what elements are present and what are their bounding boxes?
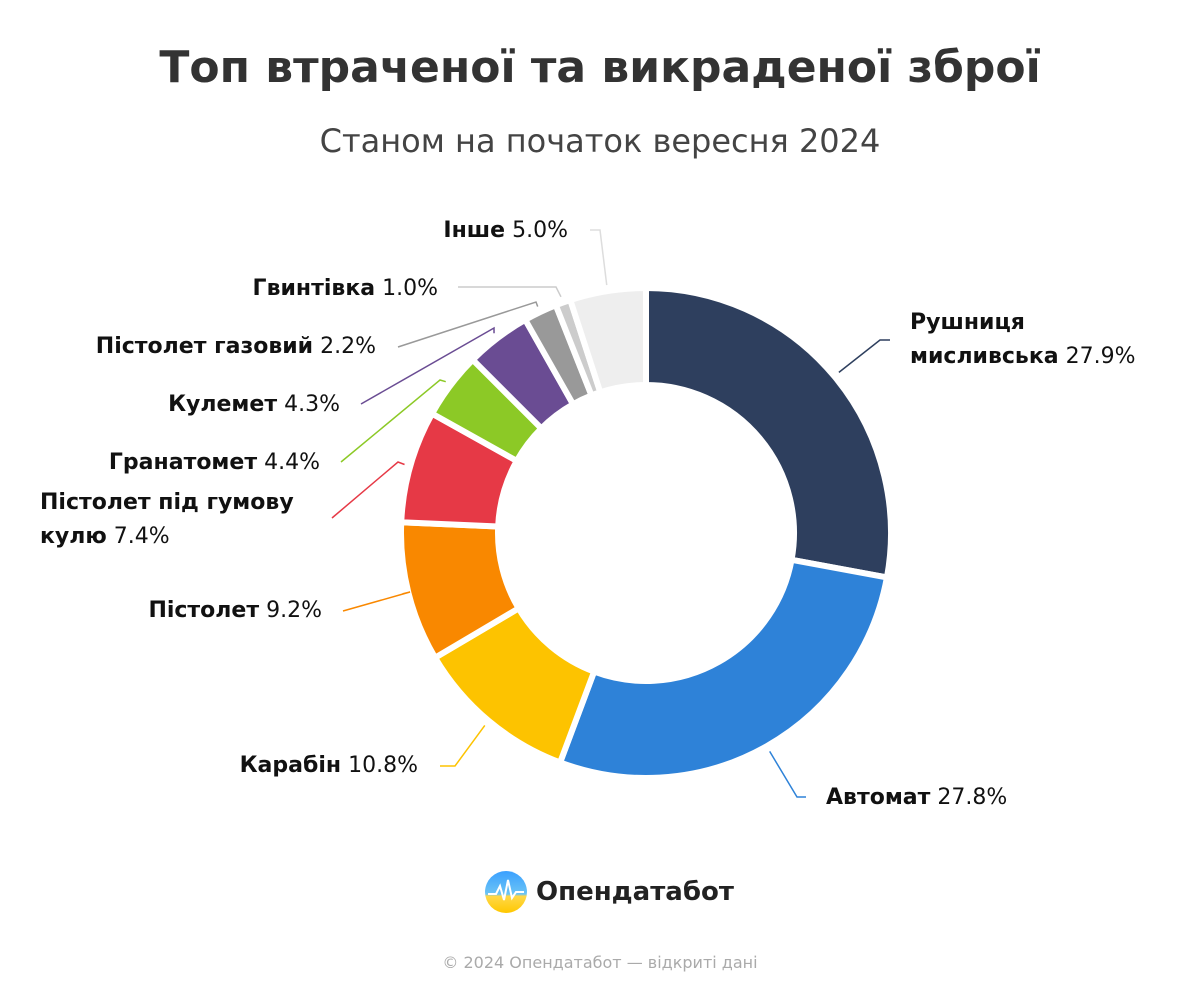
category-label: Пістолет газовий	[95, 334, 314, 359]
leader-line	[458, 286, 562, 298]
category-label: Гвинтівка	[252, 276, 376, 301]
slice-label: Автомат 27.8%	[826, 781, 1126, 815]
slice-label: Карабін 10.8%	[118, 749, 418, 783]
slice-label: Кулемет 4.3%	[40, 388, 340, 422]
slice-label: Гвинтівка 1.0%	[138, 272, 438, 306]
chart-subtitle: Станом на початок вересня 2024	[319, 122, 881, 160]
value-label: 4.4%	[264, 450, 320, 475]
category-label: Карабін	[239, 753, 342, 778]
donut-slice	[643, 285, 894, 581]
donut-slice	[567, 285, 649, 396]
leader-line	[340, 379, 446, 463]
value-label: 5.0%	[512, 218, 568, 243]
value-label: 27.9%	[1065, 344, 1136, 369]
leader-line	[440, 724, 486, 767]
value-label: 9.2%	[266, 598, 322, 623]
footer: © 2024 Опендатабот — відкриті дані	[442, 953, 758, 972]
slice-label: Пістолет газовий 2.2%	[56, 330, 376, 364]
category-label: Пістолет під гумову кулю	[40, 490, 294, 549]
donut-slice	[557, 556, 890, 781]
slice-label: Пістолет під гумову кулю 7.4%	[40, 486, 325, 554]
value-label: 27.8%	[937, 785, 1008, 810]
leader-line	[590, 229, 608, 286]
brand-logo	[485, 871, 527, 913]
leader-line	[331, 461, 405, 519]
leader-line	[360, 326, 495, 405]
category-label: Інше	[443, 218, 506, 243]
category-label: Гранатомет	[108, 450, 258, 475]
slice-label: Гранатомет 4.4%	[20, 446, 320, 480]
leader-line	[769, 751, 806, 798]
leader-line	[397, 301, 539, 348]
slice-label: Рушниця мисливська 27.9%	[910, 306, 1170, 374]
leader-line	[838, 339, 890, 373]
category-label: Кулемет	[168, 392, 278, 417]
brand: Опендатабот	[484, 870, 734, 914]
slice-label: Пістолет 9.2%	[22, 594, 322, 628]
value-label: 4.3%	[284, 392, 340, 417]
value-label: 10.8%	[348, 753, 418, 778]
value-label: 2.2%	[320, 334, 376, 359]
category-label: Рушниця мисливська	[910, 310, 1059, 369]
category-label: Автомат	[826, 785, 931, 810]
brand-name: Опендатабот	[536, 877, 734, 907]
value-label: 1.0%	[382, 276, 438, 301]
slice-label: Інше 5.0%	[268, 214, 568, 248]
value-label: 7.4%	[113, 524, 170, 549]
category-label: Пістолет	[148, 598, 260, 623]
chart-title: Топ втраченої та викраденої зброї	[159, 42, 1041, 93]
leader-line	[342, 591, 411, 612]
